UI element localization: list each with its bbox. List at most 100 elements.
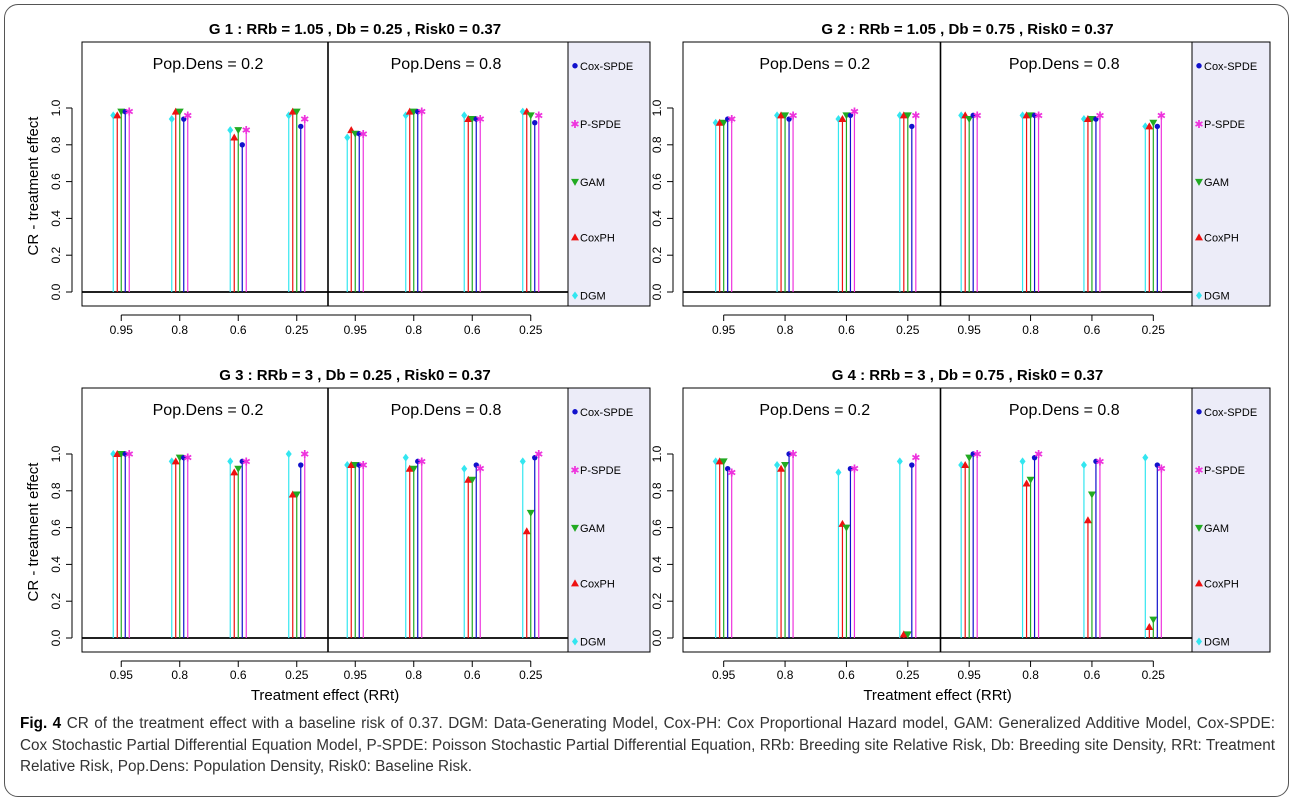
point-cox-spde <box>909 462 915 468</box>
point-cox-spde <box>473 116 479 122</box>
point-p-spde: ✱ <box>911 110 920 122</box>
legend-label-coxph: CoxPH <box>580 578 615 590</box>
y-tick-label: 1.0 <box>49 99 63 116</box>
point-p-spde: ✱ <box>359 129 368 141</box>
figure-caption: Fig. 4 CR of the treatment effect with a… <box>20 713 1275 778</box>
x-tick-label: 0.25 <box>285 323 309 337</box>
point-cox-spde <box>970 451 976 457</box>
point-cox-spde <box>532 120 538 126</box>
point-coxph <box>113 450 122 457</box>
group-label: Pop.Dens = 0.8 <box>391 402 502 419</box>
point-dgm <box>1142 453 1149 462</box>
point-cox-spde <box>1093 116 1099 122</box>
point-gam <box>903 112 912 120</box>
point-cox-spde <box>970 112 976 119</box>
y-tick-label: 0.6 <box>49 173 63 190</box>
point-cox-spde <box>1154 462 1161 468</box>
figure-panels: G 1 : RRb = 1.05 , Db = 0.25 , Risk0 = 0… <box>25 21 1271 704</box>
x-tick-label: 0.25 <box>519 323 543 337</box>
legend-marker-p-spde: ✱ <box>570 465 579 477</box>
point-coxph <box>1022 111 1031 119</box>
legend-label-gam: GAM <box>580 523 605 535</box>
point-coxph <box>288 107 297 115</box>
point-p-spde: ✱ <box>476 464 485 476</box>
point-coxph <box>230 468 239 476</box>
legend-label-cox-spde: Cox-SPDE <box>1204 407 1257 419</box>
point-cox-spde <box>298 123 304 130</box>
legend-label-p-spde: P-SPDE <box>580 119 621 131</box>
chart-panel-1: G 1 : RRb = 1.05 , Db = 0.25 , Risk0 = 0… <box>25 21 651 337</box>
x-tick-label: 0.6 <box>1084 668 1101 682</box>
point-cox-spde <box>786 451 792 457</box>
point-dgm <box>285 450 292 458</box>
chart-panel-4: G 4 : RRb = 3 , Db = 0.75 , Risk0 = 0.37… <box>650 367 1271 704</box>
chart-panel-2: G 2 : RRb = 1.05 , Db = 0.75 , Risk0 = 0… <box>650 21 1271 337</box>
point-coxph <box>777 111 786 119</box>
point-cox-spde <box>1031 454 1038 461</box>
x-tick-label: 0.95 <box>712 668 736 682</box>
point-gam <box>719 119 728 127</box>
point-p-spde: ✱ <box>476 114 485 126</box>
point-coxph <box>347 461 356 469</box>
point-gam <box>468 476 477 484</box>
x-tick-label: 0.95 <box>958 668 982 682</box>
point-gam <box>1087 491 1096 499</box>
legend-marker-coxph <box>1195 579 1203 587</box>
point-p-spde: ✱ <box>125 449 134 461</box>
panel-title: G 2 : RRb = 1.05 , Db = 0.75 , Risk0 = 0… <box>821 21 1113 38</box>
legend-label-coxph: CoxPH <box>1204 232 1239 244</box>
point-cox-spde <box>356 462 362 468</box>
y-tick-label: 1.0 <box>650 99 664 116</box>
point-coxph <box>405 107 414 115</box>
x-tick-label: 0.6 <box>838 323 855 337</box>
x-tick-label: 0.8 <box>777 668 794 682</box>
x-tick-label: 0.8 <box>1022 668 1039 682</box>
point-cox-spde <box>847 112 854 119</box>
x-tick-label: 0.25 <box>519 668 543 682</box>
legend-label-cox-spde: Cox-SPDE <box>580 407 633 419</box>
legend-marker-cox-spde <box>1196 63 1202 69</box>
group-label: Pop.Dens = 0.2 <box>153 402 264 419</box>
group-label: Pop.Dens = 0.8 <box>1009 56 1120 73</box>
point-cox-spde <box>1154 123 1161 130</box>
point-gam <box>781 112 790 120</box>
panel-title: G 1 : RRb = 1.05 , Db = 0.25 , Risk0 = 0… <box>209 21 501 38</box>
point-cox-spde <box>909 123 915 130</box>
point-dgm <box>227 126 234 135</box>
point-dgm <box>461 464 468 473</box>
legend-marker-gam <box>1195 178 1203 186</box>
figure-frame <box>4 4 1289 797</box>
point-cox-spde <box>1093 458 1099 465</box>
point-cox-spde <box>724 116 731 122</box>
legend-label-gam: GAM <box>580 177 605 189</box>
y-tick-label: 0.0 <box>49 629 63 646</box>
legend-marker-dgm <box>1196 637 1202 646</box>
x-tick-label: 0.95 <box>344 668 368 682</box>
point-gam <box>175 108 184 116</box>
point-gam <box>965 454 974 462</box>
point-dgm <box>402 453 409 462</box>
y-tick-label: 1.0 <box>650 445 664 462</box>
x-tick-label: 0.8 <box>171 668 188 682</box>
point-dgm <box>344 133 351 142</box>
group-label: Pop.Dens = 0.2 <box>759 56 870 73</box>
legend-label-gam: GAM <box>1204 523 1229 535</box>
point-gam <box>719 458 728 466</box>
legend-marker-gam <box>571 524 579 532</box>
x-tick-label: 0.6 <box>230 668 247 682</box>
group-label: Pop.Dens = 0.8 <box>1009 402 1120 419</box>
point-coxph <box>715 457 724 465</box>
y-tick-label: 0.8 <box>650 136 664 153</box>
plot-frame <box>81 41 569 307</box>
point-cox-spde <box>181 454 187 461</box>
legend-box <box>567 387 651 653</box>
caption-label: Fig. 4 <box>20 715 62 732</box>
point-gam <box>1149 616 1158 624</box>
y-tick-label: 0.2 <box>49 247 63 264</box>
point-gam <box>1149 119 1158 127</box>
point-gam <box>292 108 301 116</box>
x-tick-label: 0.95 <box>712 323 736 337</box>
point-cox-spde <box>239 458 245 465</box>
point-gam <box>526 509 535 517</box>
point-p-spde: ✱ <box>788 110 797 122</box>
